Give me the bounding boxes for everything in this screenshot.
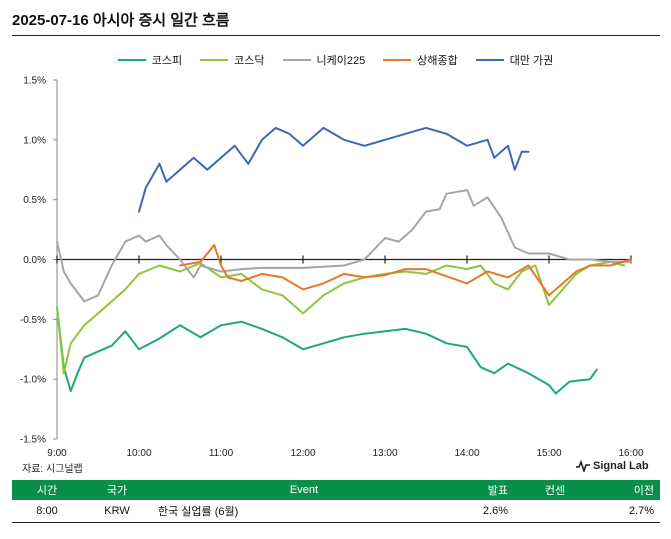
- legend-item-kosdaq: 코스닥: [200, 52, 265, 68]
- header-event: Event: [152, 480, 456, 500]
- series-line-0: [56, 306, 598, 395]
- legend-item-taiex: 대만 가권: [475, 52, 554, 68]
- header-previous: 이전: [588, 480, 660, 500]
- series-line-2: [56, 189, 632, 303]
- page-title: 2025-07-16 아시아 증시 일간 흐름: [12, 12, 230, 29]
- x-tick-label: 14:00: [454, 448, 479, 459]
- table-row: 8:00 KRW 한국 실업률 (6월) 2.6% 2.7%: [12, 500, 660, 523]
- y-tick-label: 0.5%: [23, 195, 46, 206]
- legend-swatch: [475, 59, 504, 61]
- y-tick-label: -1.0%: [20, 375, 46, 386]
- signal-icon: [576, 460, 590, 472]
- cell-consensus: [522, 500, 588, 523]
- y-tick-label: 0.0%: [23, 255, 46, 266]
- x-tick-label: 12:00: [290, 448, 315, 459]
- brand-name: Signal Lab: [593, 460, 649, 472]
- legend-swatch: [117, 59, 146, 61]
- x-tick-label: 11:00: [209, 448, 234, 459]
- header-country: 국가: [82, 480, 152, 500]
- legend-swatch: [282, 59, 311, 61]
- source-note: 자료: 시그널랩: [22, 464, 83, 475]
- y-tick-label: -1.5%: [20, 435, 46, 446]
- table-header-row: 시간 국가 Event 발표 컨센 이전: [12, 480, 660, 500]
- legend-swatch: [383, 59, 412, 61]
- event-table: 시간 국가 Event 발표 컨센 이전 8:00 KRW 한국 실업률 (6월…: [12, 480, 660, 523]
- series-line-1: [56, 260, 626, 375]
- legend-label: 코스피: [151, 55, 183, 67]
- cell-country: KRW: [82, 500, 152, 523]
- brand-logo: Signal Lab: [576, 460, 649, 472]
- y-tick-label: 1.0%: [23, 135, 46, 146]
- x-tick-label: 13:00: [372, 448, 397, 459]
- x-tick-label: 15:00: [536, 448, 561, 459]
- title-divider: [12, 35, 660, 36]
- legend-item-kospi: 코스피: [117, 52, 183, 68]
- x-tick-label: 16:00: [618, 448, 643, 459]
- legend-label: 코스닥: [234, 55, 265, 67]
- cell-previous: 2.7%: [588, 500, 660, 523]
- header-actual: 발표: [456, 480, 522, 500]
- cell-actual: 2.6%: [456, 500, 522, 523]
- legend-label: 대만 가권: [509, 55, 554, 67]
- cell-time: 8:00: [12, 500, 82, 523]
- legend-swatch: [200, 59, 229, 61]
- chart-legend: 코스피 코스닥 니케이225 상해종합 대만 가권: [0, 52, 671, 68]
- series-line-3: [179, 244, 632, 297]
- x-tick-label: 9:00: [47, 448, 67, 459]
- series-line-4: [138, 126, 530, 213]
- y-tick-label: 1.5%: [23, 76, 46, 87]
- cell-event: 한국 실업률 (6월): [152, 500, 456, 523]
- legend-label: 상해종합: [417, 55, 458, 67]
- legend-item-nikkei: 니케이225: [282, 52, 366, 68]
- header-consensus: 컨센: [522, 480, 588, 500]
- x-tick-label: 10:00: [126, 448, 151, 459]
- line-chart: 1.5% 1.0% 0.5% 0.0% -0.5% -1.0% -1.5%9:00 10:00…: [20, 76, 644, 460]
- legend-label: 니케이225: [316, 55, 366, 67]
- y-tick-label: -0.5%: [20, 315, 46, 326]
- legend-item-shanghai: 상해종합: [383, 52, 458, 68]
- header-time: 시간: [12, 480, 82, 500]
